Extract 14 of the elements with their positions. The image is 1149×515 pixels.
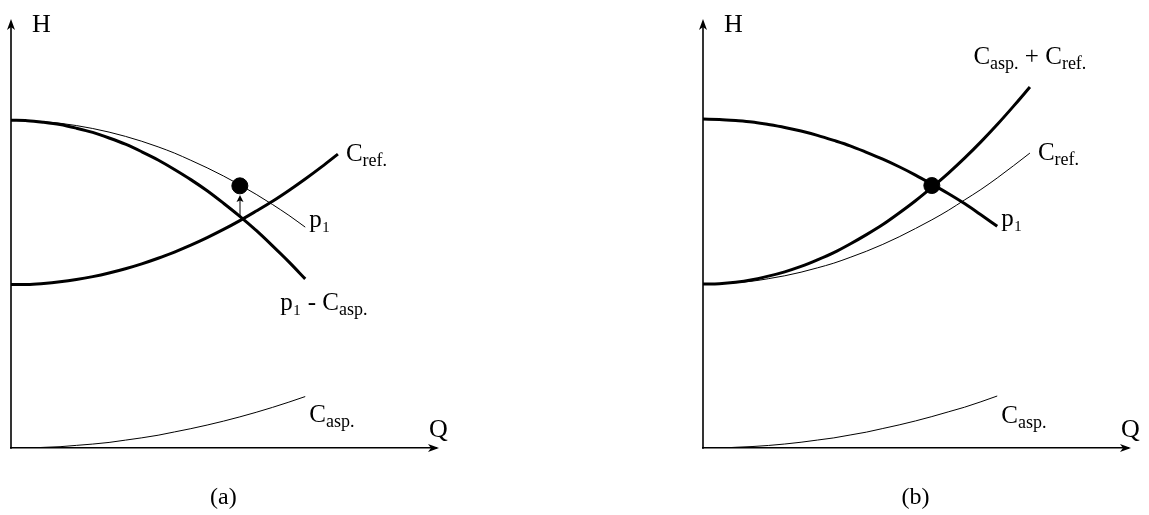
y-axis-title: H xyxy=(32,9,51,38)
series-label: C$_{asp.}$ xyxy=(1001,401,1047,433)
x-axis-title: Q xyxy=(429,414,448,443)
y-axis-title: H xyxy=(724,9,743,38)
x-axis-title: Q xyxy=(1121,414,1140,443)
series-label: p₁ - C$_{asp.}$ xyxy=(280,287,368,319)
series-label: p₁ xyxy=(309,205,331,233)
text: (a) xyxy=(210,483,237,510)
series-label: C$_{ref.}$ xyxy=(1037,137,1080,169)
series-label: C$_{ref.}$ xyxy=(345,138,388,170)
text: (b) xyxy=(901,483,930,510)
series-label: C$_{asp.}$ + C$_{ref.}$ xyxy=(973,41,1087,73)
series-label: p₁ xyxy=(1001,204,1023,232)
series-label: C$_{asp.}$ xyxy=(309,399,355,431)
